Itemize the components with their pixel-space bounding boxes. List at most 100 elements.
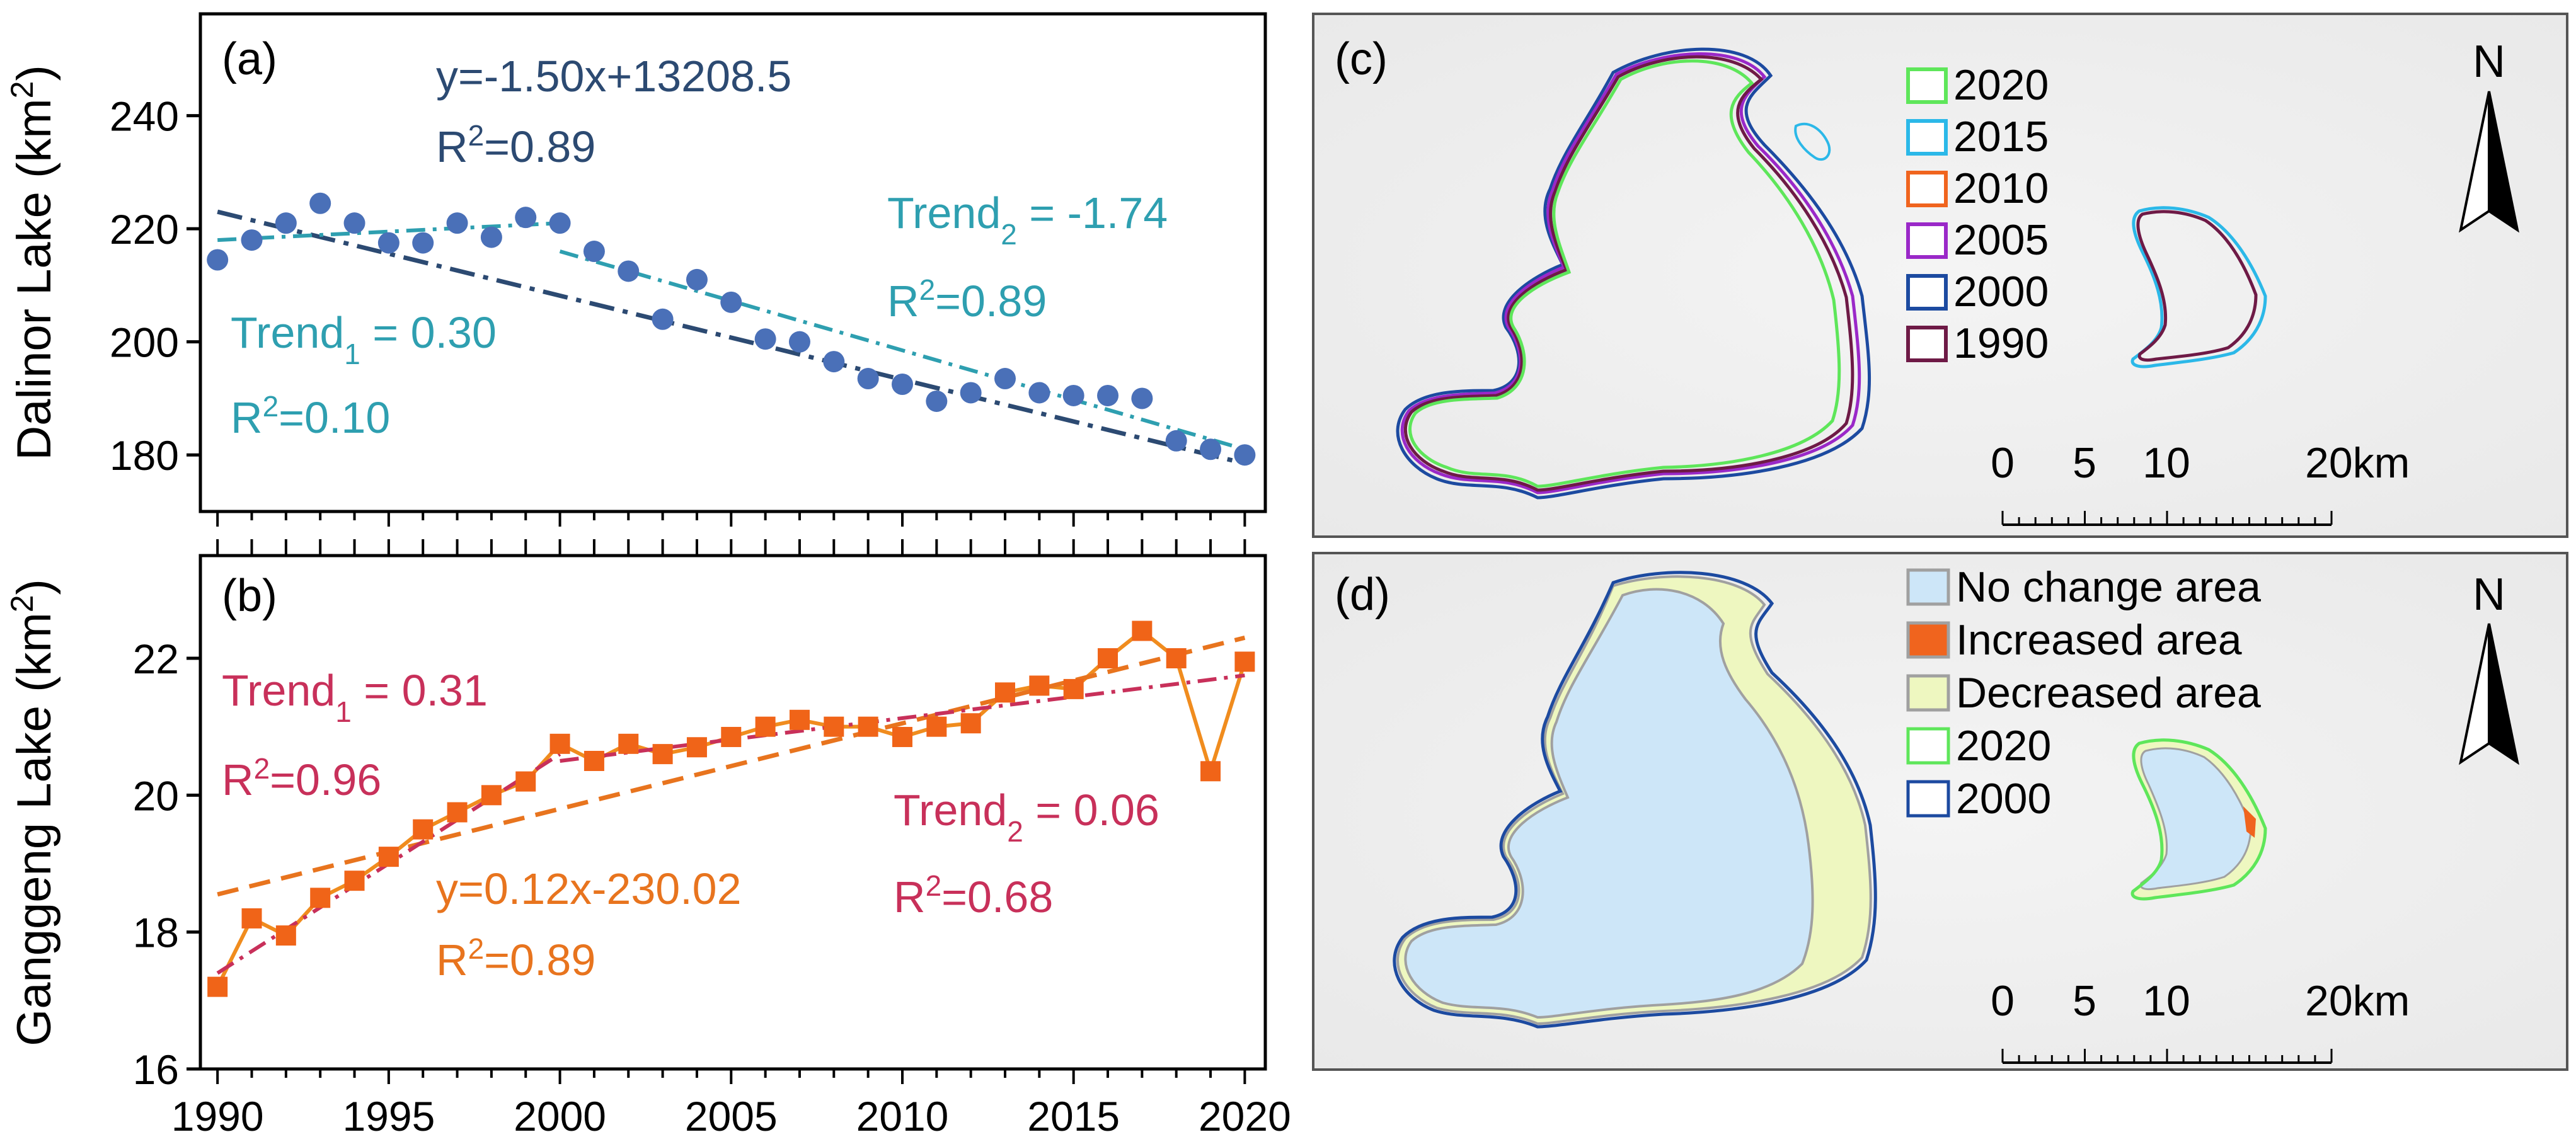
data-point [926, 716, 947, 737]
data-point [480, 226, 502, 248]
data-point [378, 847, 399, 867]
legend-label: 2020 [1953, 61, 2049, 109]
panel-b-trend1-r2: R2=0.96 [222, 752, 381, 804]
data-point [1200, 438, 1222, 460]
legend-label: 2020 [1956, 722, 2051, 770]
data-point [618, 260, 640, 282]
map-c-scale-bar: 0 5 10 20km [1991, 439, 2410, 526]
legend-label: 2000 [1956, 775, 2051, 823]
panel-a-trend1: Trend1 = 0.30 [231, 308, 497, 370]
panel-b-trend2-r2: R2=0.68 [894, 869, 1053, 922]
legend-swatch [1906, 780, 1950, 818]
data-point [1063, 678, 1084, 699]
data-point [377, 232, 400, 254]
legend-swatch [1906, 326, 1948, 362]
data-point [995, 682, 1016, 703]
data-point [1098, 648, 1118, 668]
data-point [275, 925, 296, 946]
data-point [652, 744, 673, 765]
data-point [310, 888, 331, 908]
y-tick-label: 16 [133, 1046, 179, 1093]
data-point [309, 192, 331, 214]
scale-label: 20km [2305, 977, 2410, 1025]
panel-b-yaxis: 16 18 20 22 [133, 636, 200, 1093]
panel-a-equation-r2: R2=0.89 [436, 119, 595, 171]
legend-label: 2005 [1953, 216, 2049, 264]
map-c-north-arrow-right [2488, 91, 2519, 233]
scale-label: 10 [2142, 439, 2190, 487]
map-c-small-lake-north [1794, 122, 1831, 161]
legend-label: 2010 [1953, 164, 2049, 212]
y-tick-label: 220 [110, 206, 179, 253]
legend-swatch [1906, 674, 1950, 712]
data-point [207, 976, 228, 997]
legend-swatch [1906, 171, 1948, 207]
trend2-line [559, 249, 1246, 452]
data-point [960, 713, 981, 734]
panel-a-xaxis [216, 511, 1246, 556]
trend2-line [560, 673, 1245, 763]
data-point [1234, 444, 1256, 466]
map-d-dalinor-no-change [1404, 588, 1814, 1019]
data-point [926, 390, 948, 412]
x-tick-label: 2020 [1199, 1093, 1291, 1137]
panel-a-equation: y=-1.50x+13208.5 [436, 52, 791, 101]
legend-label: 1990 [1953, 319, 2049, 367]
x-tick-label: 1995 [342, 1093, 435, 1137]
data-point [891, 374, 913, 396]
data-point [892, 726, 912, 747]
panel-a-trend2: Trend2 = -1.74 [887, 188, 1168, 251]
map-d-north-arrow: N [2459, 569, 2519, 765]
data-point [515, 771, 536, 792]
panel-b-equation-r2: R2=0.89 [436, 932, 595, 985]
map-c-ganggeng-outlines [2130, 206, 2267, 369]
data-point [1200, 761, 1221, 782]
legend-label: 2000 [1953, 268, 2049, 316]
panel-a-yaxis: 180 200 220 240 [110, 93, 200, 479]
y-tick-label: 18 [133, 910, 179, 956]
data-point [755, 716, 776, 737]
data-point [1132, 620, 1153, 641]
map-d-ganggeng-increased [2243, 806, 2256, 838]
panel-a-trend2-r2: R2=0.89 [887, 273, 1047, 326]
data-point [994, 368, 1016, 390]
dalinor-outline-1990 [1403, 55, 1854, 492]
panel-a-trend1-r2: R2=0.10 [231, 390, 390, 442]
legend-label: Decreased area [1956, 669, 2261, 717]
panel-b-equation: y=0.12x-230.02 [436, 864, 742, 913]
panel-a-label: (a) [222, 34, 277, 84]
legend-swatch [1906, 222, 1948, 259]
data-point [549, 733, 570, 754]
data-point [721, 726, 742, 747]
x-tick-label: 2015 [1027, 1093, 1120, 1137]
panel-b: (b) 16 18 20 22 1990 1995 2000 2005 2010 2015 202… [4, 554, 1291, 1137]
map-d-ganggeng-outline-2020 [2130, 738, 2267, 901]
x-tick-label: 1990 [171, 1093, 264, 1137]
panel-a-points [207, 192, 1256, 466]
data-point [1166, 648, 1187, 668]
scale-label: 10 [2142, 977, 2190, 1025]
scale-label: 5 [2073, 977, 2096, 1025]
scale-label: 5 [2073, 439, 2096, 487]
data-point [720, 291, 742, 313]
dalinor-outline-2005 [1400, 52, 1861, 494]
x-tick-label: 2005 [685, 1093, 778, 1137]
data-point [446, 212, 468, 234]
data-point [413, 819, 434, 840]
map-d-dalinor-outline-2000 [1393, 571, 1877, 1029]
data-point [1234, 651, 1255, 672]
data-point [824, 716, 844, 737]
legend-swatch [1906, 621, 1950, 659]
data-point [618, 733, 639, 754]
data-point [1028, 382, 1050, 404]
linear-fit-line [217, 209, 1246, 466]
map-c-north-label: N [2473, 37, 2505, 87]
map-d-ganggeng-no-change [2139, 747, 2252, 891]
dalinor-outline-2020 [1408, 59, 1841, 488]
y-tick-label: 180 [110, 432, 179, 479]
map-c-north-arrow: N [2459, 37, 2519, 233]
data-point [858, 716, 878, 737]
panel-a: (a) 180 200 220 240 Dalinor Lake (km2) y=-1… [4, 12, 1267, 556]
